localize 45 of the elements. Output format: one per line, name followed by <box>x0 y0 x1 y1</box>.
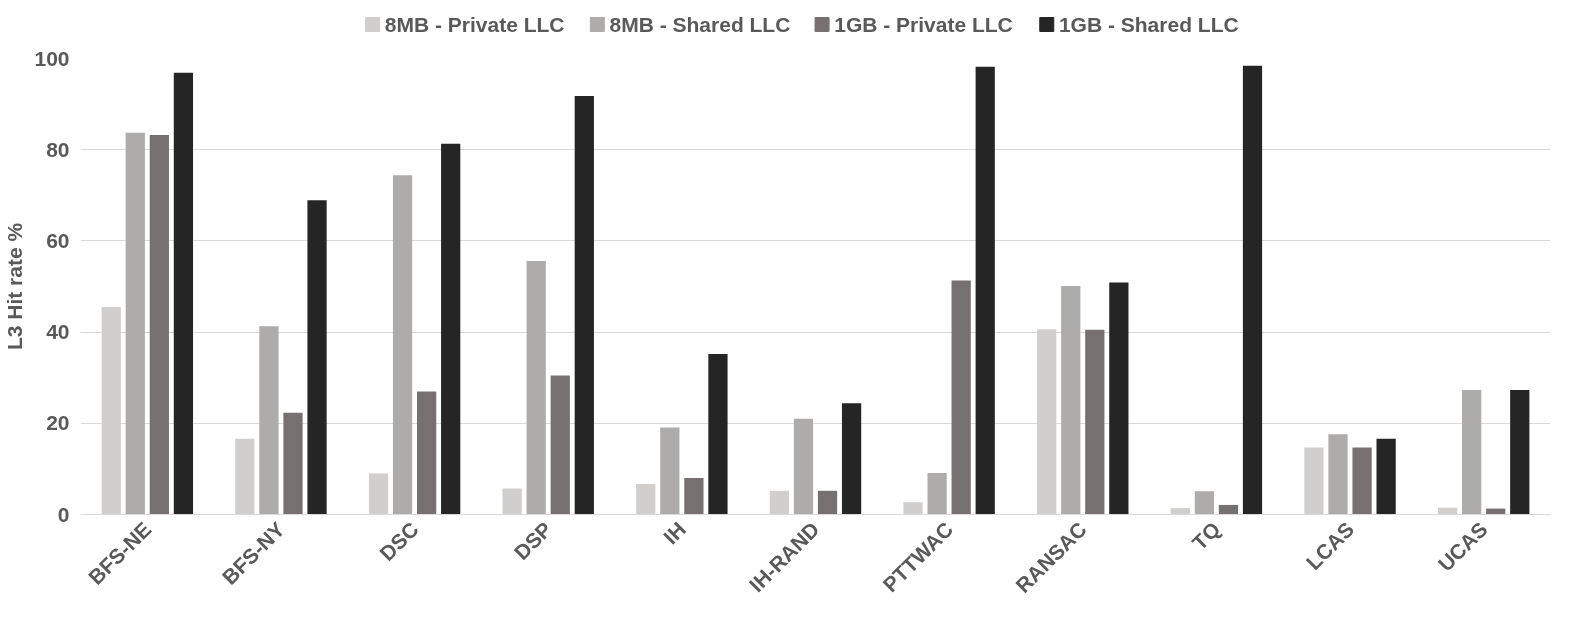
bar <box>1194 491 1214 515</box>
bar <box>927 473 947 515</box>
bar <box>793 418 814 515</box>
bar <box>1510 390 1530 515</box>
bar <box>1242 65 1263 515</box>
bar <box>1376 438 1396 515</box>
bar <box>841 403 862 515</box>
y-tick-label: 60 <box>46 228 70 252</box>
bar <box>307 200 327 515</box>
bar <box>441 143 461 515</box>
bar <box>817 490 838 515</box>
legend-label: 1GB - Shared LLC <box>1058 13 1239 36</box>
y-axis-title: L3 Hit rate % <box>3 222 27 351</box>
y-tick-label: 80 <box>46 137 70 161</box>
bar <box>283 412 303 515</box>
bar <box>550 375 570 515</box>
bar <box>526 260 546 515</box>
bar <box>125 132 145 515</box>
legend-label: 8MB - Shared LLC <box>609 13 791 36</box>
legend-label: 8MB - Private LLC <box>384 13 565 36</box>
bar <box>392 175 413 515</box>
bar <box>417 391 437 515</box>
y-tick-label: 20 <box>46 411 70 435</box>
bar <box>1061 286 1081 515</box>
y-tick-label: 100 <box>34 46 70 70</box>
bar <box>684 478 704 515</box>
bar <box>1109 282 1129 515</box>
bar <box>149 135 169 515</box>
x-tick-label: TQ <box>1187 517 1225 555</box>
bar <box>951 280 971 515</box>
legend-label: 1GB - Private LLC <box>834 13 1013 36</box>
bar <box>1218 504 1239 515</box>
bar <box>1328 434 1348 515</box>
bar <box>173 72 194 515</box>
bar <box>259 326 279 515</box>
x-tick-label: IH <box>658 517 690 549</box>
bar <box>1352 447 1372 515</box>
bar <box>660 427 680 515</box>
bar <box>975 66 995 515</box>
y-tick-label: 0 <box>57 502 70 526</box>
bar <box>708 353 728 515</box>
bar <box>1462 390 1482 515</box>
bar <box>574 95 594 515</box>
bar <box>1085 329 1105 515</box>
y-tick-label: 40 <box>46 320 70 344</box>
